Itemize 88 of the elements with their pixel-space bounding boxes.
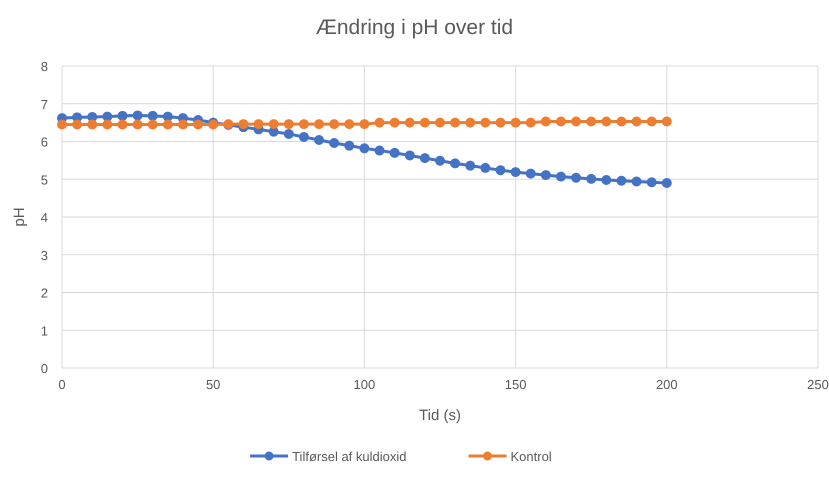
point bbox=[420, 118, 430, 128]
point bbox=[178, 120, 188, 130]
point bbox=[556, 172, 566, 182]
point bbox=[344, 140, 354, 151]
point bbox=[359, 119, 370, 130]
point bbox=[450, 158, 460, 168]
point bbox=[390, 118, 400, 128]
point bbox=[646, 177, 657, 188]
point bbox=[374, 118, 385, 128]
point bbox=[662, 116, 672, 126]
y-axis-title: pH bbox=[11, 207, 28, 227]
point bbox=[495, 118, 506, 128]
point bbox=[526, 118, 536, 128]
point bbox=[314, 134, 324, 145]
x-tick-label: 100 bbox=[354, 377, 376, 392]
point bbox=[435, 118, 445, 128]
point bbox=[616, 176, 626, 186]
point bbox=[57, 120, 67, 130]
point bbox=[495, 165, 506, 176]
point bbox=[420, 153, 430, 164]
y-tick-label: 6 bbox=[40, 134, 48, 150]
point bbox=[646, 116, 657, 126]
y-tick-label: 3 bbox=[40, 248, 48, 263]
point bbox=[510, 118, 521, 128]
point bbox=[102, 120, 112, 130]
point bbox=[268, 119, 279, 130]
y-tick-label: 0 bbox=[40, 361, 48, 376]
point bbox=[117, 120, 128, 130]
legend-label: Tilførsel af kuldioxid bbox=[292, 449, 406, 464]
point bbox=[298, 119, 309, 130]
point bbox=[404, 118, 415, 128]
point bbox=[616, 116, 626, 126]
point bbox=[314, 119, 324, 130]
point bbox=[390, 148, 400, 158]
point bbox=[359, 143, 370, 154]
y-tick-label: 7 bbox=[40, 96, 48, 112]
point bbox=[435, 156, 445, 166]
point bbox=[72, 120, 82, 130]
point bbox=[193, 120, 204, 130]
point bbox=[571, 116, 582, 126]
point bbox=[540, 170, 551, 180]
point bbox=[465, 160, 476, 171]
x-tick-label: 50 bbox=[206, 377, 220, 392]
point bbox=[450, 118, 460, 128]
point bbox=[329, 119, 340, 130]
point bbox=[148, 120, 158, 130]
point bbox=[162, 120, 173, 130]
point bbox=[586, 116, 596, 126]
point bbox=[284, 128, 294, 139]
x-tick-label: 0 bbox=[58, 377, 66, 392]
point bbox=[374, 146, 385, 156]
point bbox=[87, 120, 98, 130]
point bbox=[117, 110, 128, 121]
point bbox=[601, 116, 612, 126]
point bbox=[586, 174, 596, 184]
point bbox=[254, 119, 264, 130]
y-tick-label: 5 bbox=[40, 172, 48, 188]
point bbox=[480, 118, 490, 128]
point bbox=[632, 176, 642, 187]
point bbox=[571, 172, 582, 183]
point bbox=[510, 167, 521, 178]
point bbox=[298, 132, 309, 142]
point bbox=[480, 162, 490, 173]
point bbox=[344, 119, 354, 130]
point bbox=[556, 116, 566, 126]
point bbox=[329, 138, 340, 148]
point bbox=[404, 150, 415, 160]
y-tick-label: 2 bbox=[40, 286, 48, 300]
x-tick-label: 150 bbox=[504, 377, 526, 392]
chart-title: Ændring i pH over tid bbox=[316, 16, 514, 39]
point bbox=[284, 119, 294, 130]
x-tick-label: 200 bbox=[656, 377, 678, 392]
point bbox=[526, 168, 536, 179]
point bbox=[662, 178, 672, 188]
x-axis-title: Tid (s) bbox=[419, 407, 461, 424]
y-tick-label: 4 bbox=[40, 210, 48, 225]
legend-label: Kontrol bbox=[510, 449, 552, 464]
x-tick-label: 250 bbox=[807, 377, 829, 392]
point bbox=[148, 110, 158, 121]
point bbox=[540, 116, 551, 126]
y-tick-label: 1 bbox=[40, 323, 48, 338]
point bbox=[132, 110, 143, 120]
point bbox=[632, 116, 642, 126]
y-tick-label: 8 bbox=[40, 59, 48, 74]
point bbox=[601, 175, 612, 186]
point bbox=[132, 120, 143, 130]
point bbox=[238, 119, 248, 130]
point bbox=[465, 118, 476, 128]
